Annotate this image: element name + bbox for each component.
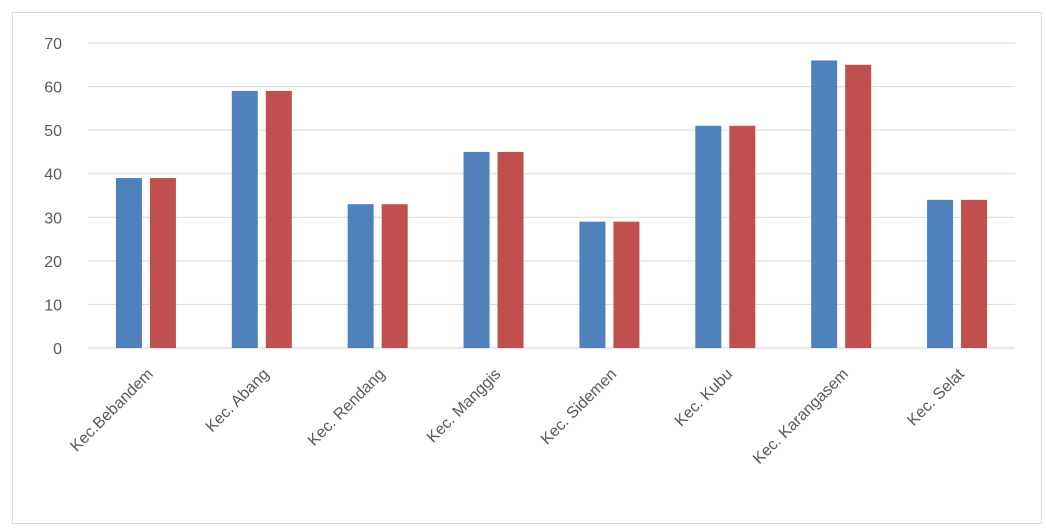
y-tick-label: 0 bbox=[53, 341, 62, 358]
x-category-label: Kec. Manggis bbox=[424, 366, 505, 447]
x-category-label: Kec. Kubu bbox=[672, 366, 736, 430]
y-tick-label: 50 bbox=[44, 123, 62, 140]
x-category-label: Kec. Karangasem bbox=[750, 366, 852, 468]
y-tick-label: 10 bbox=[44, 297, 62, 314]
bar-series-1 bbox=[231, 90, 258, 348]
bar-series-2 bbox=[497, 151, 524, 348]
bar-series-1 bbox=[927, 199, 954, 348]
y-tick-label: 40 bbox=[44, 167, 62, 184]
y-tick-label: 20 bbox=[44, 254, 62, 271]
y-tick-label: 60 bbox=[44, 80, 62, 97]
bar-series-1 bbox=[463, 151, 490, 348]
x-category-label: Kec. Selat bbox=[904, 365, 968, 429]
x-category-label: Kec.Bebandem bbox=[67, 366, 156, 455]
bar-series-2 bbox=[381, 204, 408, 348]
bar-series-2 bbox=[265, 90, 292, 348]
y-axis-ticks: 0 10 20 30 40 50 60 70 bbox=[44, 36, 62, 358]
bar-series-1 bbox=[347, 204, 374, 348]
bar-series-2 bbox=[961, 199, 988, 348]
bar-series-2 bbox=[729, 125, 756, 349]
bar-series-1 bbox=[579, 221, 606, 348]
bar-series-2 bbox=[149, 178, 176, 348]
bar-series-2 bbox=[613, 221, 640, 348]
bar-series-2 bbox=[845, 64, 872, 349]
x-category-label: Kec. Abang bbox=[203, 366, 273, 436]
bar-series-1 bbox=[115, 178, 142, 348]
x-category-label: Kec. Rendang bbox=[305, 366, 389, 450]
y-tick-label: 30 bbox=[44, 210, 62, 227]
gridlines bbox=[88, 42, 1015, 349]
x-axis-categories: Kec.Bebandem Kec. Abang Kec. Rendang Kec. M… bbox=[67, 365, 968, 467]
bars bbox=[115, 60, 988, 349]
y-tick-label: 70 bbox=[44, 36, 62, 53]
bar-series-1 bbox=[695, 125, 722, 349]
bar-series-1 bbox=[811, 60, 838, 349]
x-category-label: Kec. Sidemen bbox=[538, 366, 620, 448]
